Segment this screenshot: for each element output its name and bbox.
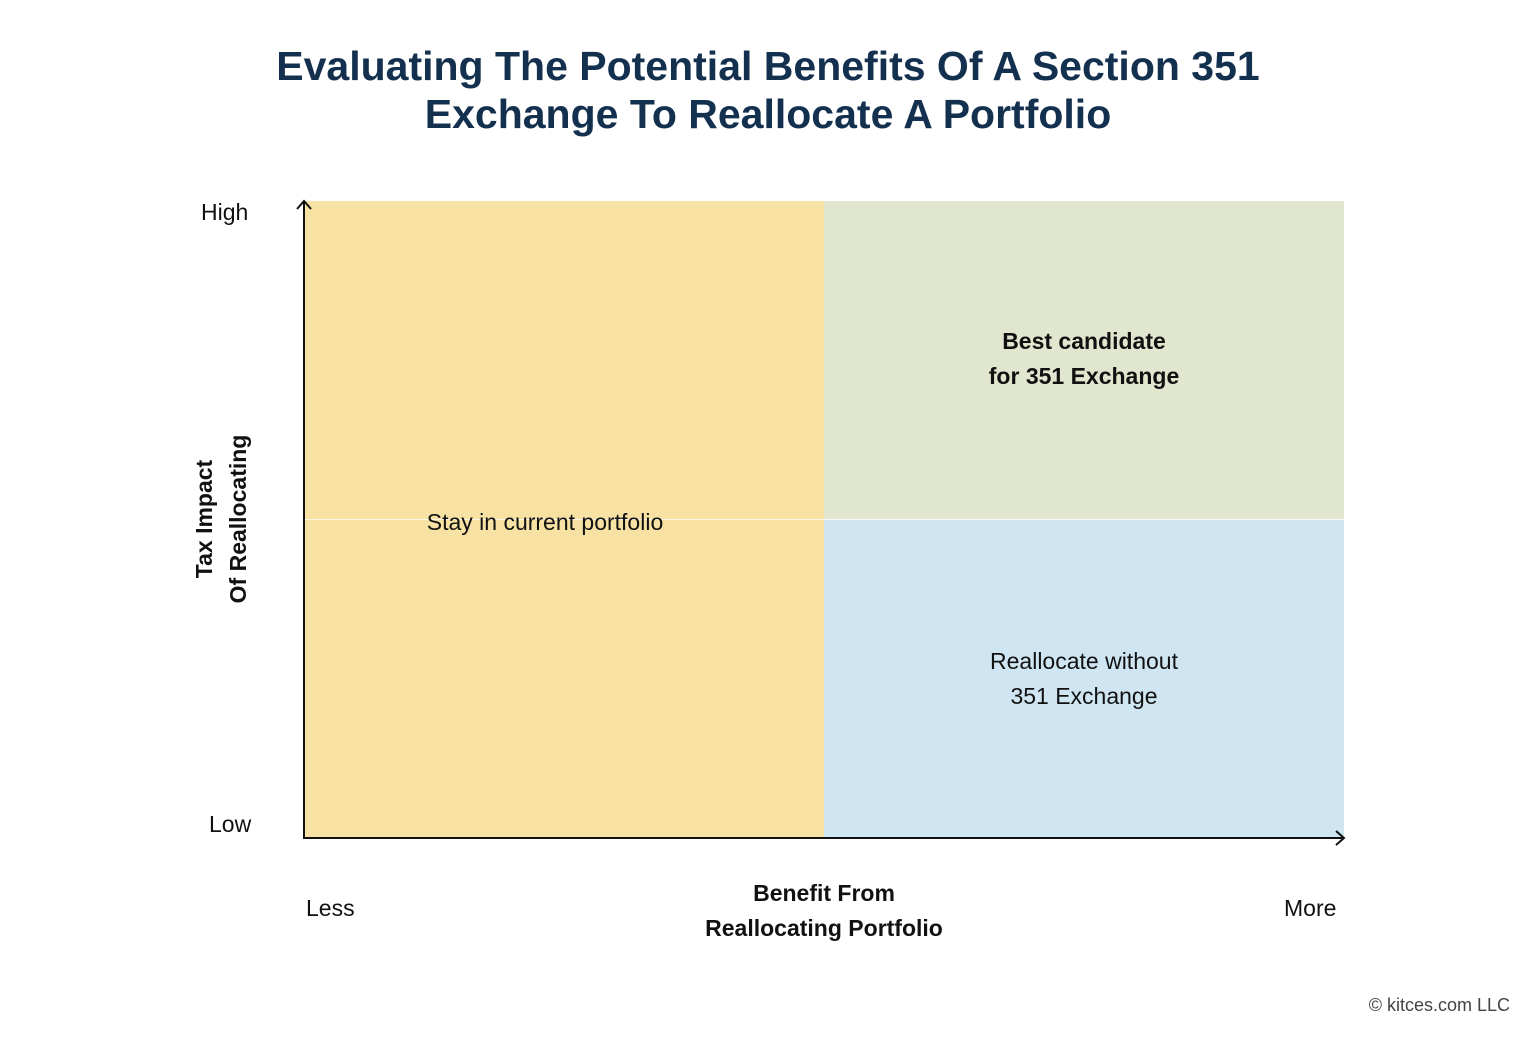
reallocate-label: Reallocate without 351 Exchange — [824, 644, 1344, 714]
x-axis-title: Benefit From Reallocating Portfolio — [624, 876, 1024, 946]
copyright: © kitces.com LLC — [1368, 995, 1510, 1015]
quadrant-reallocate — [824, 520, 1344, 838]
midline — [304, 519, 1344, 520]
y-high-label: High — [201, 199, 249, 225]
title-line-1: Evaluating The Potential Benefits Of A S… — [276, 43, 1260, 89]
y-title-line-2: Of Reallocating — [225, 434, 251, 604]
best-line-2: for 351 Exchange — [988, 363, 1180, 389]
page-title: Evaluating The Potential Benefits Of A S… — [0, 42, 1536, 138]
x-title-line-1: Benefit From — [753, 880, 895, 906]
y-low-label: Low — [209, 811, 252, 837]
y-axis-title: Tax Impact Of Reallocating — [187, 435, 255, 604]
x-less-label: Less — [306, 895, 355, 921]
x-axis-arrow-icon — [1335, 830, 1346, 846]
y-title-line-1: Tax Impact — [191, 459, 217, 579]
quadrant-best-candidate — [824, 201, 1344, 520]
stay-label: Stay in current portfolio — [426, 509, 664, 535]
y-axis-arrow-icon — [296, 199, 312, 210]
title-line-2: Exchange To Reallocate A Portfolio — [424, 91, 1112, 137]
best-line-1: Best candidate — [1002, 328, 1166, 354]
reallocate-line-2: 351 Exchange — [1010, 683, 1158, 709]
x-title-line-2: Reallocating Portfolio — [705, 915, 943, 941]
reallocate-line-1: Reallocate without — [990, 648, 1178, 674]
x-more-label: More — [1284, 895, 1337, 921]
best-candidate-label: Best candidate for 351 Exchange — [824, 324, 1344, 394]
